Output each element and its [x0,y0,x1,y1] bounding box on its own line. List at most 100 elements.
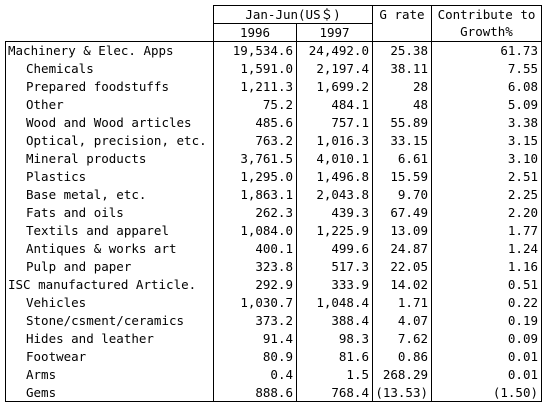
table-row: Textils and apparel 1,084.0 1,225.9 13.09 1.… [5,221,542,240]
row-contribution: 61.73 [431,41,542,60]
row-item-label: Mineral products [5,149,214,168]
row-value-1996: 1,211.3 [213,77,297,96]
header-blank-cell [5,5,214,24]
table-row: Fats and oils 262.3 439.3 67.49 2.20 [5,203,542,222]
row-g-rate: 15.59 [372,167,432,186]
table-row: Hides and leather 91.4 98.3 7.62 0.09 [5,329,542,348]
row-value-1997: 1,496.8 [296,167,373,186]
row-value-1997: 2,043.8 [296,185,373,204]
row-contribution: 1.77 [431,221,542,240]
row-item-label: Fats and oils [5,203,214,222]
table-row: Mineral products 3,761.5 4,010.1 6.61 3.10 [5,149,542,168]
row-value-1996: 763.2 [213,131,297,150]
row-g-rate: 38.11 [372,59,432,78]
row-item-label: Gems [5,383,214,402]
trade-table: Jan-Jun(US＄) G rate Contribute to 1996 1… [5,5,542,402]
row-value-1997: 517.3 [296,257,373,276]
table-row: Footwear 80.9 81.6 0.86 0.01 [5,347,542,366]
header-row-2: 1996 1997 Growth% [5,23,542,42]
header-period: Jan-Jun(US＄) [213,5,373,24]
row-value-1997: 1,225.9 [296,221,373,240]
row-item-label: Hides and leather [5,329,214,348]
row-value-1996: 400.1 [213,239,297,258]
row-item-label: Textils and apparel [5,221,214,240]
table-row: Gems 888.6 768.4 (13.53) (1.50) [5,383,542,402]
row-g-rate: 67.49 [372,203,432,222]
row-item-label: Arms [5,365,214,384]
row-contribution: 3.38 [431,113,542,132]
row-contribution: 1.16 [431,257,542,276]
table-row: Other 75.2 484.1 48 5.09 [5,95,542,114]
row-g-rate: 55.89 [372,113,432,132]
row-item-label: Optical, precision, etc. [5,131,214,150]
row-item-label: Wood and Wood articles [5,113,214,132]
row-g-rate: 6.61 [372,149,432,168]
row-value-1997: 757.1 [296,113,373,132]
row-item-label: Chemicals [5,59,214,78]
row-g-rate: 13.09 [372,221,432,240]
row-value-1996: 1,084.0 [213,221,297,240]
row-item-label: Prepared foodstuffs [5,77,214,96]
row-item-label: Other [5,95,214,114]
row-item-label: Base metal, etc. [5,185,214,204]
row-value-1996: 0.4 [213,365,297,384]
row-contribution: 0.19 [431,311,542,330]
row-contribution: 2.25 [431,185,542,204]
row-value-1997: 1,699.2 [296,77,373,96]
row-value-1997: 333.9 [296,275,373,294]
header-row-1: Jan-Jun(US＄) G rate Contribute to [5,5,542,24]
row-value-1997: 439.3 [296,203,373,222]
row-contribution: 7.55 [431,59,542,78]
table-row: Wood and Wood articles 485.6 757.1 55.89 3.3… [5,113,542,132]
row-g-rate: 0.86 [372,347,432,366]
row-g-rate: 4.07 [372,311,432,330]
row-contribution: 0.01 [431,347,542,366]
row-value-1997: 768.4 [296,383,373,402]
row-contribution: 5.09 [431,95,542,114]
header-contribute-line2: Growth% [431,23,542,42]
table-row: Pulp and paper 323.8 517.3 22.05 1.16 [5,257,542,276]
row-g-rate: 33.15 [372,131,432,150]
row-contribution: 0.01 [431,365,542,384]
header-year-1997: 1997 [296,23,373,42]
row-g-rate: 9.70 [372,185,432,204]
row-value-1996: 485.6 [213,113,297,132]
table-row: Base metal, etc. 1,863.1 2,043.8 9.70 2.25 [5,185,542,204]
row-value-1996: 75.2 [213,95,297,114]
row-value-1996: 323.8 [213,257,297,276]
table-row: Vehicles 1,030.7 1,048.4 1.71 0.22 [5,293,542,312]
row-contribution: 6.08 [431,77,542,96]
header-year-1996: 1996 [213,23,297,42]
table-row: Antiques & works art 400.1 499.6 24.87 1.24 [5,239,542,258]
row-contribution: 3.15 [431,131,542,150]
row-value-1996: 19,534.6 [213,41,297,60]
row-value-1997: 484.1 [296,95,373,114]
row-g-rate: 268.29 [372,365,432,384]
row-contribution: 1.24 [431,239,542,258]
row-value-1996: 91.4 [213,329,297,348]
row-value-1997: 4,010.1 [296,149,373,168]
row-item-label: Pulp and paper [5,257,214,276]
row-item-label: Plastics [5,167,214,186]
row-value-1997: 1,048.4 [296,293,373,312]
row-value-1996: 3,761.5 [213,149,297,168]
row-value-1996: 1,863.1 [213,185,297,204]
row-g-rate: 25.38 [372,41,432,60]
row-value-1996: 262.3 [213,203,297,222]
row-g-rate: (13.53) [372,383,432,402]
row-g-rate: 24.87 [372,239,432,258]
row-contribution: 2.51 [431,167,542,186]
row-item-label: Machinery & Elec. Apps [5,41,214,60]
row-contribution: 0.51 [431,275,542,294]
row-item-label: Vehicles [5,293,214,312]
header-blank-cell [5,23,214,42]
header-g-rate-blank [372,23,432,42]
row-contribution: 3.10 [431,149,542,168]
row-g-rate: 7.62 [372,329,432,348]
row-value-1997: 2,197.4 [296,59,373,78]
header-contribute-line1: Contribute to [431,5,542,24]
row-value-1996: 373.2 [213,311,297,330]
row-value-1997: 499.6 [296,239,373,258]
table-row: Arms 0.4 1.5 268.29 0.01 [5,365,542,384]
row-contribution: 0.09 [431,329,542,348]
